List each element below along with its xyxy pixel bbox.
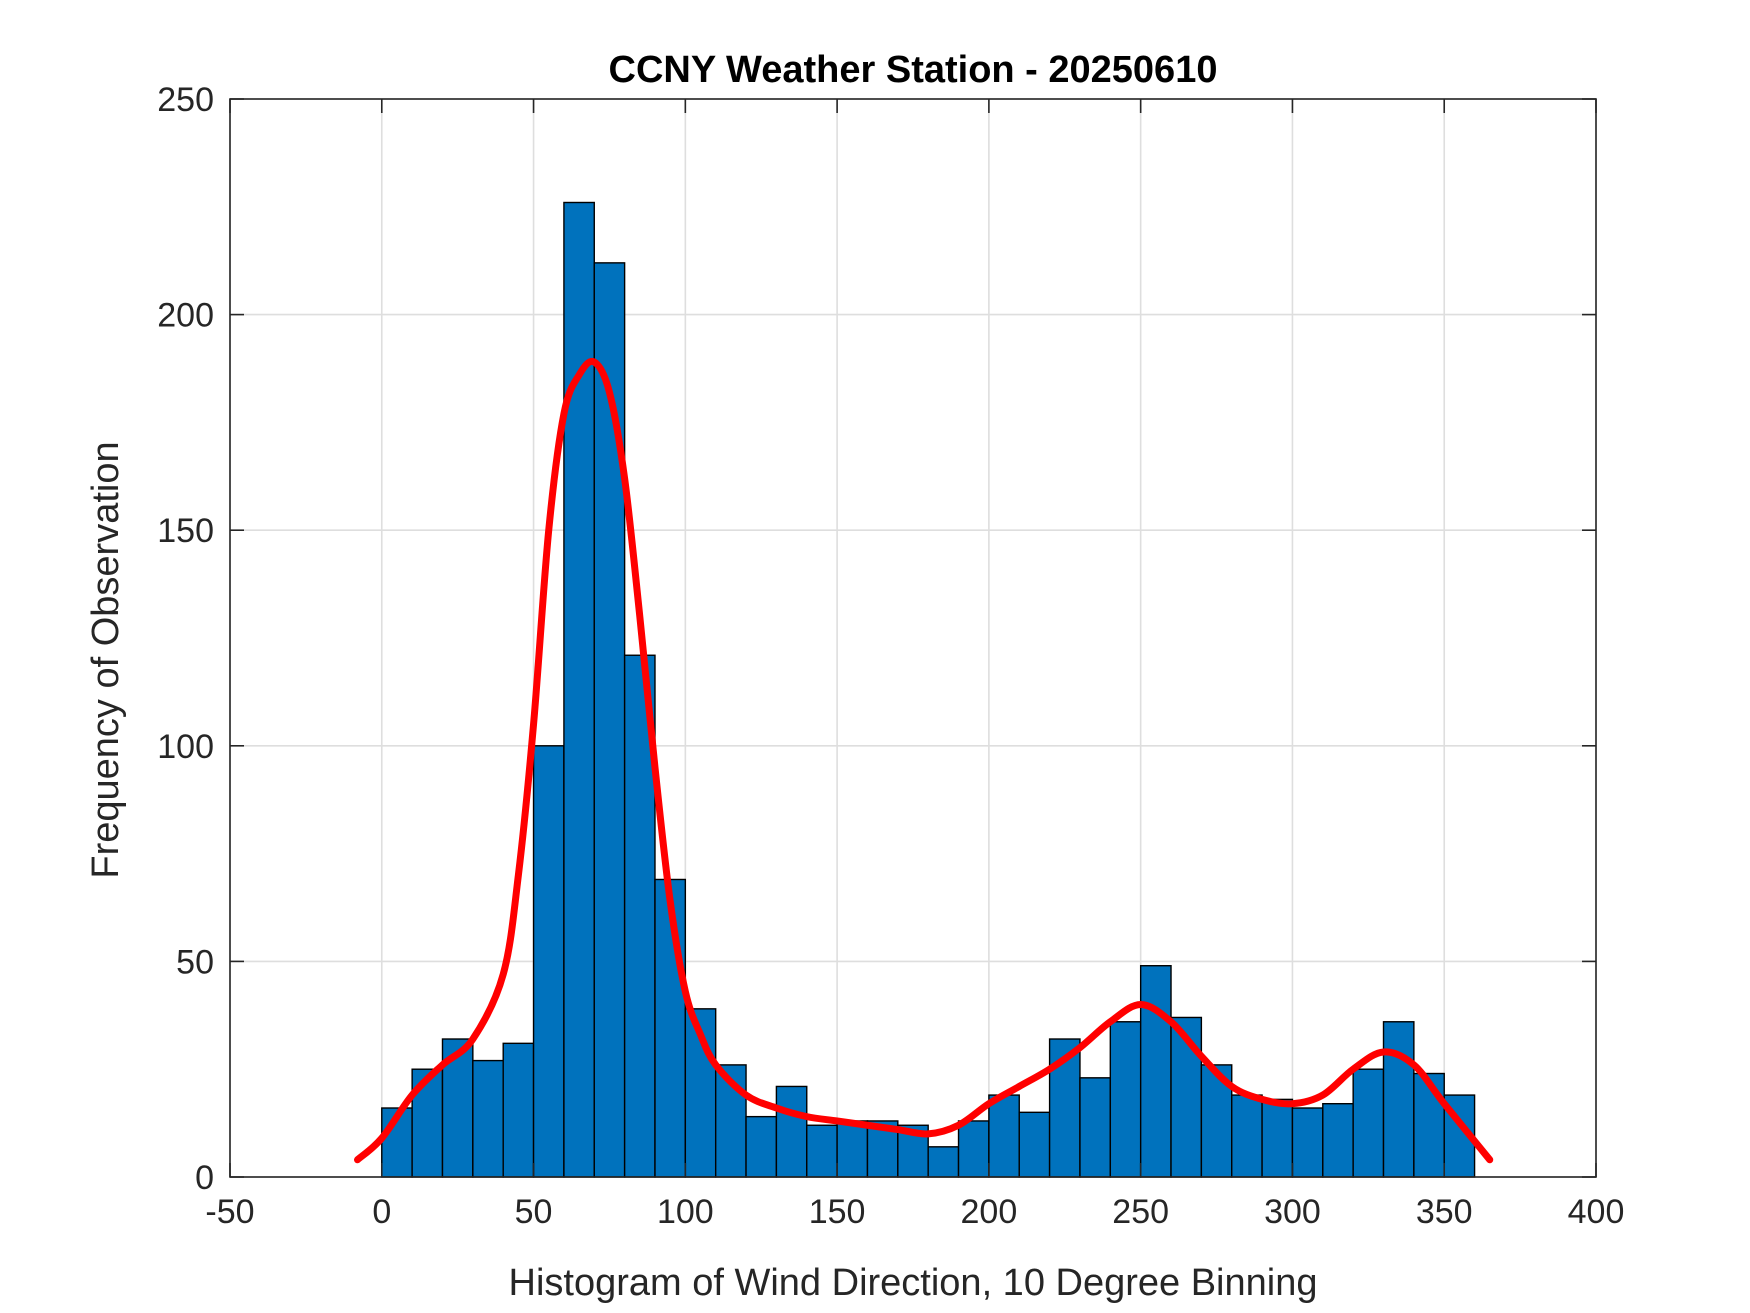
x-tick-label: 250 [1112,1193,1169,1231]
y-tick-label: 100 [157,728,214,766]
y-axis-label: Frequency of Observation [85,441,127,878]
histogram-bars [381,201,1476,1178]
density-curve [353,357,1494,1164]
x-axis-label: Histogram of Wind Direction, 10 Degree B… [509,1262,1318,1304]
x-tick-label: 350 [1416,1193,1473,1231]
y-tick-label: 150 [157,512,214,550]
x-tick-label: -50 [205,1193,254,1231]
x-tick-label: 0 [372,1193,391,1231]
plot-area [230,99,1596,1177]
plot-frame [229,98,1597,1178]
histogram-bar [472,1059,504,1178]
histogram-bar [1261,1098,1294,1178]
chart-title: CCNY Weather Station - 20250610 [609,49,1218,91]
x-tick-label: 50 [515,1193,553,1231]
histogram-bar [806,1124,838,1178]
histogram-bar [593,262,626,1178]
x-tick-label: 400 [1568,1193,1625,1231]
histogram-bar [1382,1021,1415,1178]
histogram-bar [1109,1021,1142,1178]
x-tick-label: 150 [809,1193,866,1231]
histogram-bar [1413,1072,1445,1178]
histogram-bar [1170,1016,1203,1178]
histogram-bar [1352,1068,1385,1178]
histogram-bar [745,1115,778,1178]
x-tick-label: 100 [657,1193,714,1231]
y-tick-label: 0 [195,1159,214,1197]
histogram-bar [1139,965,1172,1178]
histogram-bar [1291,1107,1324,1178]
histogram-bar [502,1042,535,1178]
histogram-bar [775,1085,808,1178]
histogram-bar [836,1120,869,1178]
histogram-bar [1079,1077,1112,1178]
y-tick-label: 250 [157,81,214,119]
y-tick-label: 200 [157,297,214,335]
density-fit-line [353,357,1494,1164]
x-tick-label: 300 [1264,1193,1321,1231]
histogram-bar [563,201,595,1178]
tick-labels: -50 0 50 100 150 200 250 300 350 4000501001502002… [157,81,1624,1231]
histogram-bar [988,1094,1020,1178]
y-tick-label: 50 [176,943,214,981]
histogram-bar [1018,1111,1051,1178]
histogram-bar [1231,1094,1263,1178]
histogram-bar [654,878,687,1178]
histogram-bar [957,1120,990,1178]
histogram-bar [927,1146,960,1178]
x-tick-label: 200 [961,1193,1018,1231]
histogram-bar [532,745,565,1178]
histogram-bar [1322,1102,1354,1178]
